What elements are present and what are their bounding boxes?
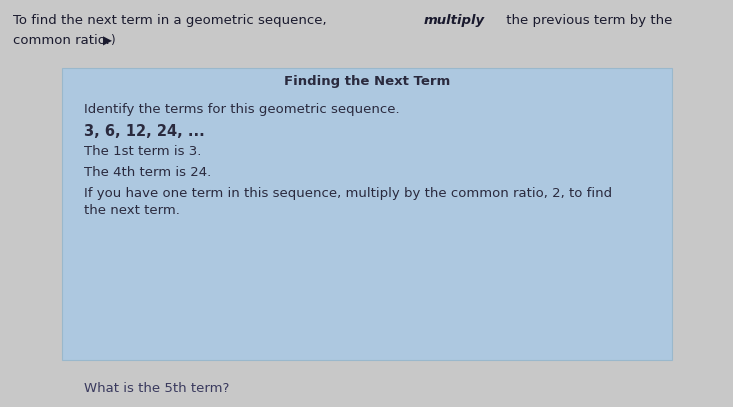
Text: the next term.: the next term. — [84, 204, 180, 217]
Text: What is the 5th term?: What is the 5th term? — [84, 382, 229, 395]
Text: The 4th term is 24.: The 4th term is 24. — [84, 166, 211, 179]
Text: the previous term by the: the previous term by the — [502, 14, 672, 27]
Text: common ratio.: common ratio. — [13, 34, 110, 47]
Text: ▶): ▶) — [103, 34, 117, 47]
FancyBboxPatch shape — [62, 68, 672, 360]
Text: The 1st term is 3.: The 1st term is 3. — [84, 145, 202, 158]
Text: Finding the Next Term: Finding the Next Term — [284, 75, 450, 88]
Text: If you have one term in this sequence, multiply by the common ratio, 2, to find: If you have one term in this sequence, m… — [84, 187, 612, 200]
Text: Identify the terms for this geometric sequence.: Identify the terms for this geometric se… — [84, 103, 399, 116]
Text: multiply: multiply — [423, 14, 485, 27]
Text: 3, 6, 12, 24, ...: 3, 6, 12, 24, ... — [84, 124, 205, 139]
Text: To find the next term in a geometric sequence,: To find the next term in a geometric seq… — [13, 14, 331, 27]
